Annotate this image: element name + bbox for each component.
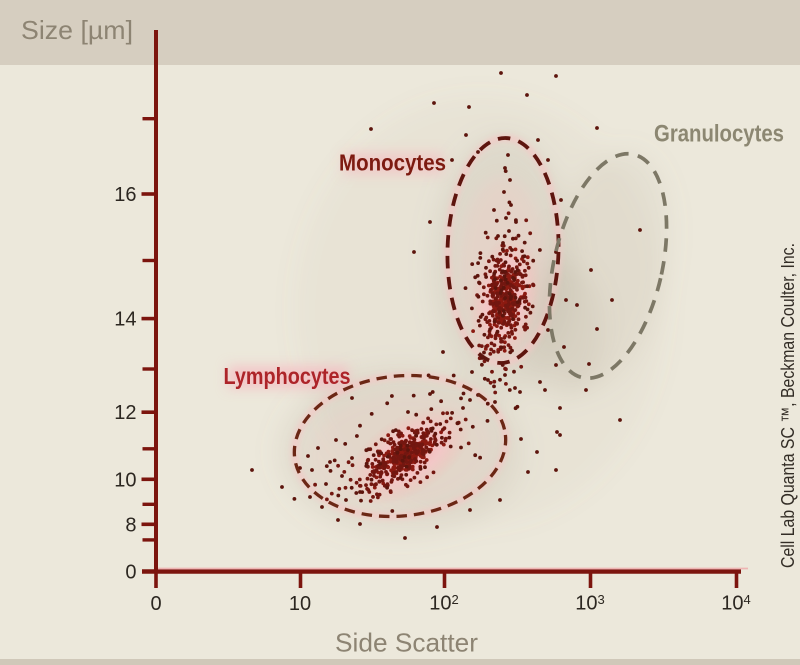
svg-text:Cell Lab Quanta SC ™, Beckman: Cell Lab Quanta SC ™, Beckman Coulter, I… — [778, 243, 798, 568]
svg-text:102: 102 — [429, 592, 458, 615]
svg-text:104: 104 — [721, 592, 750, 615]
svg-text:Size [µm]: Size [µm] — [21, 15, 133, 45]
svg-text:0: 0 — [150, 593, 161, 615]
svg-text:8: 8 — [125, 514, 136, 536]
svg-text:10: 10 — [289, 593, 311, 615]
svg-text:Side Scatter: Side Scatter — [335, 628, 478, 658]
svg-text:103: 103 — [575, 592, 604, 615]
svg-text:Granulocytes: Granulocytes — [654, 121, 784, 148]
svg-text:Lymphocytes: Lymphocytes — [224, 363, 351, 389]
svg-text:Monocytes: Monocytes — [339, 150, 446, 176]
svg-text:10: 10 — [114, 469, 136, 491]
svg-text:16: 16 — [114, 184, 136, 206]
svg-text:0: 0 — [125, 562, 136, 584]
svg-text:14: 14 — [114, 309, 136, 331]
svg-text:12: 12 — [114, 402, 136, 424]
